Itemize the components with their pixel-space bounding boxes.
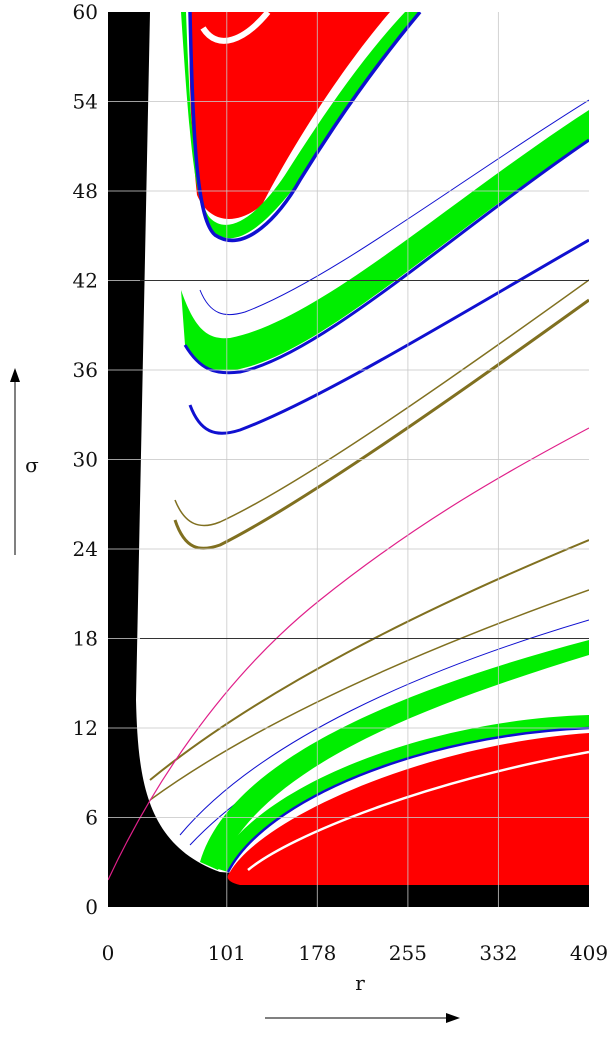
y-tick-label: 6 bbox=[85, 806, 98, 830]
olive-curve-3 bbox=[149, 539, 589, 781]
x-axis-label: r bbox=[355, 971, 365, 995]
x-tick-label: 332 bbox=[479, 941, 517, 965]
y-tick-label: 30 bbox=[73, 448, 98, 472]
lower-green-band-2 bbox=[215, 715, 589, 872]
upper-blue-edge bbox=[188, 12, 422, 243]
olive-curve-4 bbox=[149, 589, 589, 801]
y-tick-labels: 0 6 12 18 24 30 36 42 48 54 60 bbox=[73, 0, 98, 919]
thin-blue-curve-2 bbox=[179, 619, 589, 836]
x-tick-label: 409 bbox=[570, 941, 608, 965]
x-tick-label: 101 bbox=[208, 941, 246, 965]
lower-blue-edge bbox=[226, 726, 589, 873]
y-tick-label: 54 bbox=[73, 90, 98, 114]
x-tick-label: 0 bbox=[102, 941, 115, 965]
y-tick-label: 24 bbox=[73, 537, 98, 561]
y-tick-label: 36 bbox=[73, 358, 98, 382]
x-tick-label: 255 bbox=[389, 941, 427, 965]
y-tick-label: 42 bbox=[73, 269, 98, 293]
upper-red-region bbox=[189, 12, 390, 219]
y-tick-label: 60 bbox=[73, 0, 98, 24]
upper-white-loop bbox=[200, 12, 271, 44]
y-axis-arrowhead bbox=[10, 368, 20, 382]
x-tick-label: 178 bbox=[298, 941, 336, 965]
thin-blue-curve-1 bbox=[199, 99, 589, 316]
lower-blue-curve bbox=[188, 238, 589, 435]
middle-green-band bbox=[181, 110, 589, 371]
x-tick-labels: 0 101 178 255 332 409 bbox=[102, 941, 608, 965]
y-tick-label: 18 bbox=[73, 627, 98, 651]
grid-lines bbox=[108, 12, 589, 907]
y-tick-label: 0 bbox=[85, 895, 98, 919]
lower-green-band bbox=[200, 640, 589, 870]
olive-curve-1 bbox=[173, 298, 589, 550]
y-tick-label: 48 bbox=[73, 179, 98, 203]
y-tick-label: 12 bbox=[73, 716, 98, 740]
magenta-curve bbox=[108, 427, 589, 881]
upper-green-band bbox=[181, 12, 420, 239]
olive-curve-2 bbox=[174, 279, 589, 527]
x-axis-arrowhead bbox=[446, 1013, 460, 1023]
lower-white-curve bbox=[247, 750, 589, 871]
reference-lines bbox=[140, 280, 589, 639]
y-axis-label: σ bbox=[25, 453, 39, 477]
